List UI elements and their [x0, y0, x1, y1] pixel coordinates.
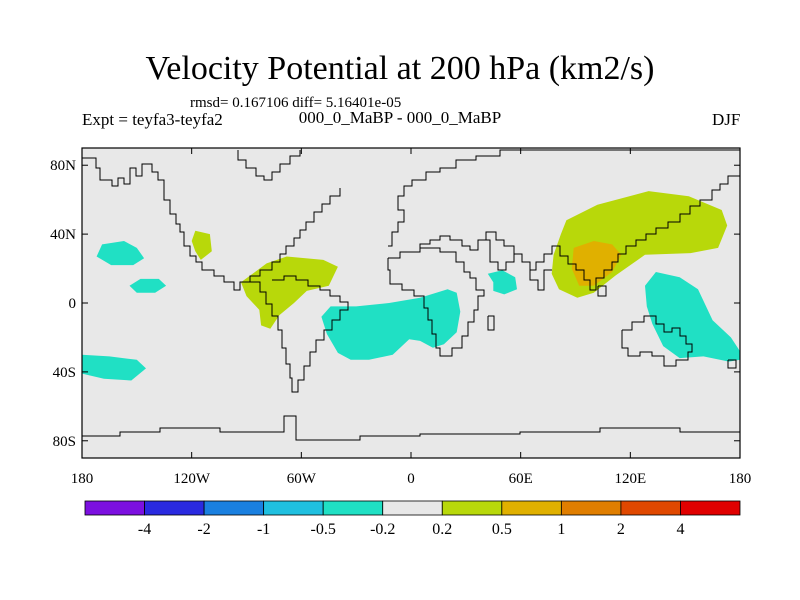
colorbar-swatch-3 — [263, 500, 324, 516]
colorbar-label-2: -1 — [257, 521, 270, 538]
colorbar-swatch-6 — [441, 500, 503, 516]
contour-region-6 — [191, 230, 212, 260]
x-tick-label-3: 0 — [407, 471, 415, 487]
coastline-new-zealand — [727, 359, 737, 369]
y-tick-label-4: 80S — [53, 434, 76, 450]
colorbar-swatch-10 — [680, 500, 741, 516]
stats-subtitle: rmsd= 0.167106 diff= 5.16401e-05 — [190, 95, 402, 111]
colorbar-swatch-7 — [501, 500, 562, 516]
x-tick-label-0: 180 — [71, 471, 94, 487]
x-tick-label-1: 120W — [173, 471, 211, 487]
colorbar-label-4: -0.2 — [370, 521, 395, 538]
experiment-label: Expt = teyfa3-teyfa2 — [82, 110, 223, 129]
coastline-arabia-india — [486, 239, 552, 291]
coastline-south-america — [250, 275, 349, 393]
season-label: DJF — [712, 110, 741, 129]
colorbar-swatch-0 — [84, 500, 145, 516]
contour-region-2 — [82, 354, 146, 381]
coastline-north-america — [82, 157, 341, 291]
contour-region-1 — [129, 278, 167, 293]
x-tick-label-5: 120E — [614, 471, 646, 487]
colorbar: -4 -2 -1 -0.5 -0.2 0.2 0.5 1 2 4 — [84, 500, 741, 538]
coastlines — [82, 149, 741, 441]
colorbar-label-5: 0.2 — [432, 521, 452, 538]
coastline-maritime-se-asia — [597, 285, 607, 297]
y-tick-label-3: 40S — [53, 365, 76, 381]
colorbar-swatch-5 — [382, 500, 443, 516]
colorbar-label-1: -2 — [197, 521, 210, 538]
colorbar-label-3: -0.5 — [311, 521, 336, 538]
colorbar-label-7: 1 — [557, 521, 565, 538]
colorbar-label-8: 2 — [617, 521, 625, 538]
contour-layer — [82, 191, 740, 381]
contour-region-3 — [321, 289, 461, 360]
contour-region-7 — [241, 256, 338, 329]
y-tick-label-0: 80N — [50, 158, 76, 174]
colorbar-swatch-9 — [620, 500, 681, 516]
coastline-australia — [621, 315, 693, 367]
y-tick-label-1: 40N — [50, 227, 76, 243]
coastline-eurasia — [388, 149, 741, 291]
coastline-madagascar — [487, 315, 495, 331]
cases-label: 000_0_MaBP - 000_0_MaBP — [298, 108, 502, 127]
colorbar-swatch-4 — [322, 500, 384, 516]
chart-title: Velocity Potential at 200 hPa (km2/s) — [145, 50, 655, 87]
coastline-antarctica — [82, 415, 740, 441]
x-tick-label-2: 60W — [287, 471, 317, 487]
x-tick-label-6: 180 — [729, 471, 752, 487]
coastline-africa — [387, 247, 485, 357]
axis-ticks: 180 120W 60W 0 60E 120E 180 80N 40N 0 40S 80S — [50, 148, 751, 487]
colorbar-label-9: 4 — [676, 521, 684, 538]
colorbar-swatch-8 — [560, 500, 622, 516]
x-tick-label-4: 60E — [509, 471, 533, 487]
contour-region-0 — [96, 241, 145, 266]
y-tick-label-2: 0 — [69, 296, 77, 312]
contour-region-4 — [487, 270, 517, 295]
colorbar-label-6: 0.5 — [492, 521, 512, 538]
colorbar-swatch-2 — [203, 500, 265, 516]
contour-region-5 — [645, 272, 740, 362]
colorbar-swatch-1 — [144, 500, 205, 516]
coastline-greenland — [237, 150, 301, 181]
colorbar-label-0: -4 — [138, 521, 151, 538]
